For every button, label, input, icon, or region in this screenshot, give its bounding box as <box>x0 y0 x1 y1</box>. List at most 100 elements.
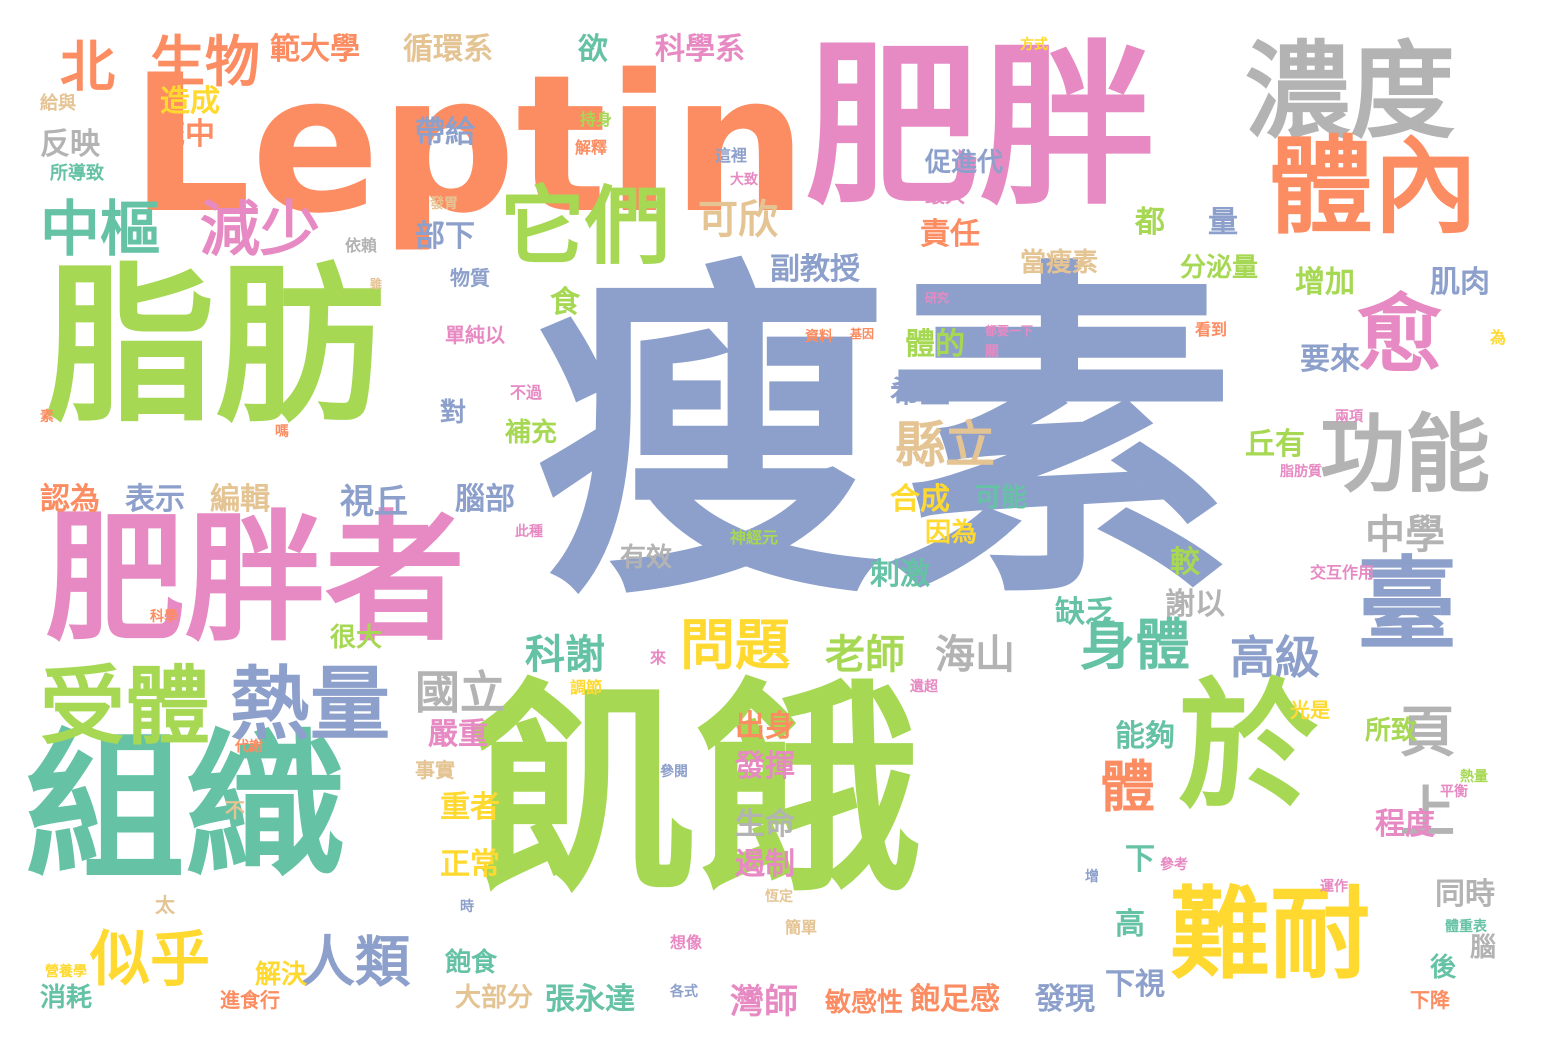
word: 當瘦素 <box>1020 248 1099 278</box>
word: 人類 <box>300 930 411 994</box>
word: 發揮 <box>735 749 795 784</box>
word: 所導致 <box>50 163 104 184</box>
word: 促進代 <box>925 148 1004 178</box>
word: 脂肪質 <box>1280 464 1322 480</box>
word: 合成 <box>890 482 950 517</box>
word: 此種 <box>515 524 543 540</box>
word: 平衡 <box>1440 784 1468 800</box>
word: 體 <box>1100 755 1156 819</box>
word: 分泌量 <box>1180 253 1259 283</box>
word: 下降 <box>1410 988 1450 1012</box>
word: 參考 <box>1160 857 1188 873</box>
word: 功能 <box>1320 406 1491 505</box>
word: 國立 <box>415 666 506 719</box>
word: 遏制 <box>735 847 795 882</box>
word: 程度 <box>1375 807 1435 842</box>
word: 不過 <box>510 383 543 402</box>
word: 較 <box>1170 545 1200 580</box>
word: 腦 <box>1470 933 1497 963</box>
word: 遺超 <box>910 679 938 695</box>
word: 敏感性 <box>825 988 904 1018</box>
word: 範大學 <box>270 32 360 67</box>
word: 事實 <box>415 758 455 782</box>
word: 基因 <box>850 327 875 341</box>
word: 要來 <box>1300 342 1360 377</box>
word: 肥胖者 <box>45 498 466 661</box>
word: 高 <box>1115 907 1145 942</box>
word: 肌肉 <box>1430 265 1490 300</box>
word: 補充 <box>505 418 558 448</box>
word: 太 <box>155 893 175 917</box>
word: 於 <box>1178 666 1319 829</box>
word: 欲 <box>578 32 608 67</box>
word: 消耗 <box>40 983 93 1013</box>
word: 中學 <box>1365 512 1445 558</box>
word: 張永達 <box>545 982 635 1017</box>
word: 解決 <box>255 960 308 990</box>
word: 飢餓 <box>470 661 920 923</box>
word: 缺乏 <box>1055 595 1115 630</box>
word: 丘有 <box>1245 427 1305 462</box>
word: 愈 <box>1357 286 1443 385</box>
word: 老師 <box>825 632 905 678</box>
word: 生物 <box>150 30 261 94</box>
word: 脂肪 <box>45 248 386 446</box>
word: 調節 <box>570 678 603 697</box>
word: 想像 <box>670 933 703 952</box>
word: 同時 <box>1435 877 1495 912</box>
word: 看到 <box>1195 320 1228 339</box>
word: 責任 <box>920 217 980 252</box>
word: 最大 <box>925 183 965 207</box>
word: 重者 <box>440 790 500 825</box>
word: 腦部 <box>455 482 515 517</box>
word: 它們 <box>500 178 671 277</box>
word: 體重表 <box>1445 919 1487 935</box>
word: 瘦素 <box>535 233 1235 641</box>
word: 帶給 <box>415 115 475 150</box>
word: 嗎 <box>275 424 289 440</box>
word: 來 <box>650 648 667 667</box>
word: 認為 <box>40 482 100 517</box>
word: 上 <box>1400 780 1456 844</box>
word: 解釋 <box>575 138 608 157</box>
word: Leptin <box>130 34 808 255</box>
word: 科學系 <box>655 32 745 67</box>
word: 單純以 <box>445 323 505 347</box>
word: 下 <box>1125 842 1155 877</box>
word: 素 <box>40 409 54 425</box>
word: 這裡 <box>715 146 748 165</box>
word: 兩項 <box>1335 409 1363 425</box>
word: 組織 <box>25 714 346 901</box>
word: 飽食 <box>445 948 498 978</box>
word: 關 <box>985 344 999 360</box>
word: 有效 <box>620 543 673 573</box>
word: 頁 <box>1400 700 1456 764</box>
word: 問題 <box>680 613 791 677</box>
word: 雖 <box>370 277 383 291</box>
word: 體的 <box>905 327 965 362</box>
word: 時 <box>460 899 474 915</box>
word: 嚴重 <box>428 717 488 752</box>
word: 很大 <box>330 623 383 653</box>
word: 因為 <box>925 518 978 548</box>
word: 物質 <box>450 266 490 290</box>
word: 出身 <box>735 709 795 744</box>
word: 所致 <box>1365 716 1418 746</box>
word: 正常 <box>440 847 500 882</box>
word: 大部分 <box>455 983 534 1013</box>
word: 科謝 <box>525 632 605 678</box>
word: 減少 <box>200 195 320 265</box>
word: 希望 <box>890 375 950 410</box>
word: 營養學 <box>45 964 87 980</box>
word: 飽足感 <box>910 982 1000 1017</box>
word: 臺 <box>1357 546 1457 663</box>
word: 反映 <box>40 127 100 162</box>
word: 增 <box>1085 869 1099 885</box>
word: 資料 <box>805 329 833 345</box>
word: 灣師 <box>730 982 798 1022</box>
word: 北 <box>60 35 116 99</box>
word: 可能 <box>975 483 1028 513</box>
word: 縣立 <box>895 416 995 474</box>
word: 依賴 <box>345 236 378 255</box>
word: 參閱 <box>660 764 688 780</box>
